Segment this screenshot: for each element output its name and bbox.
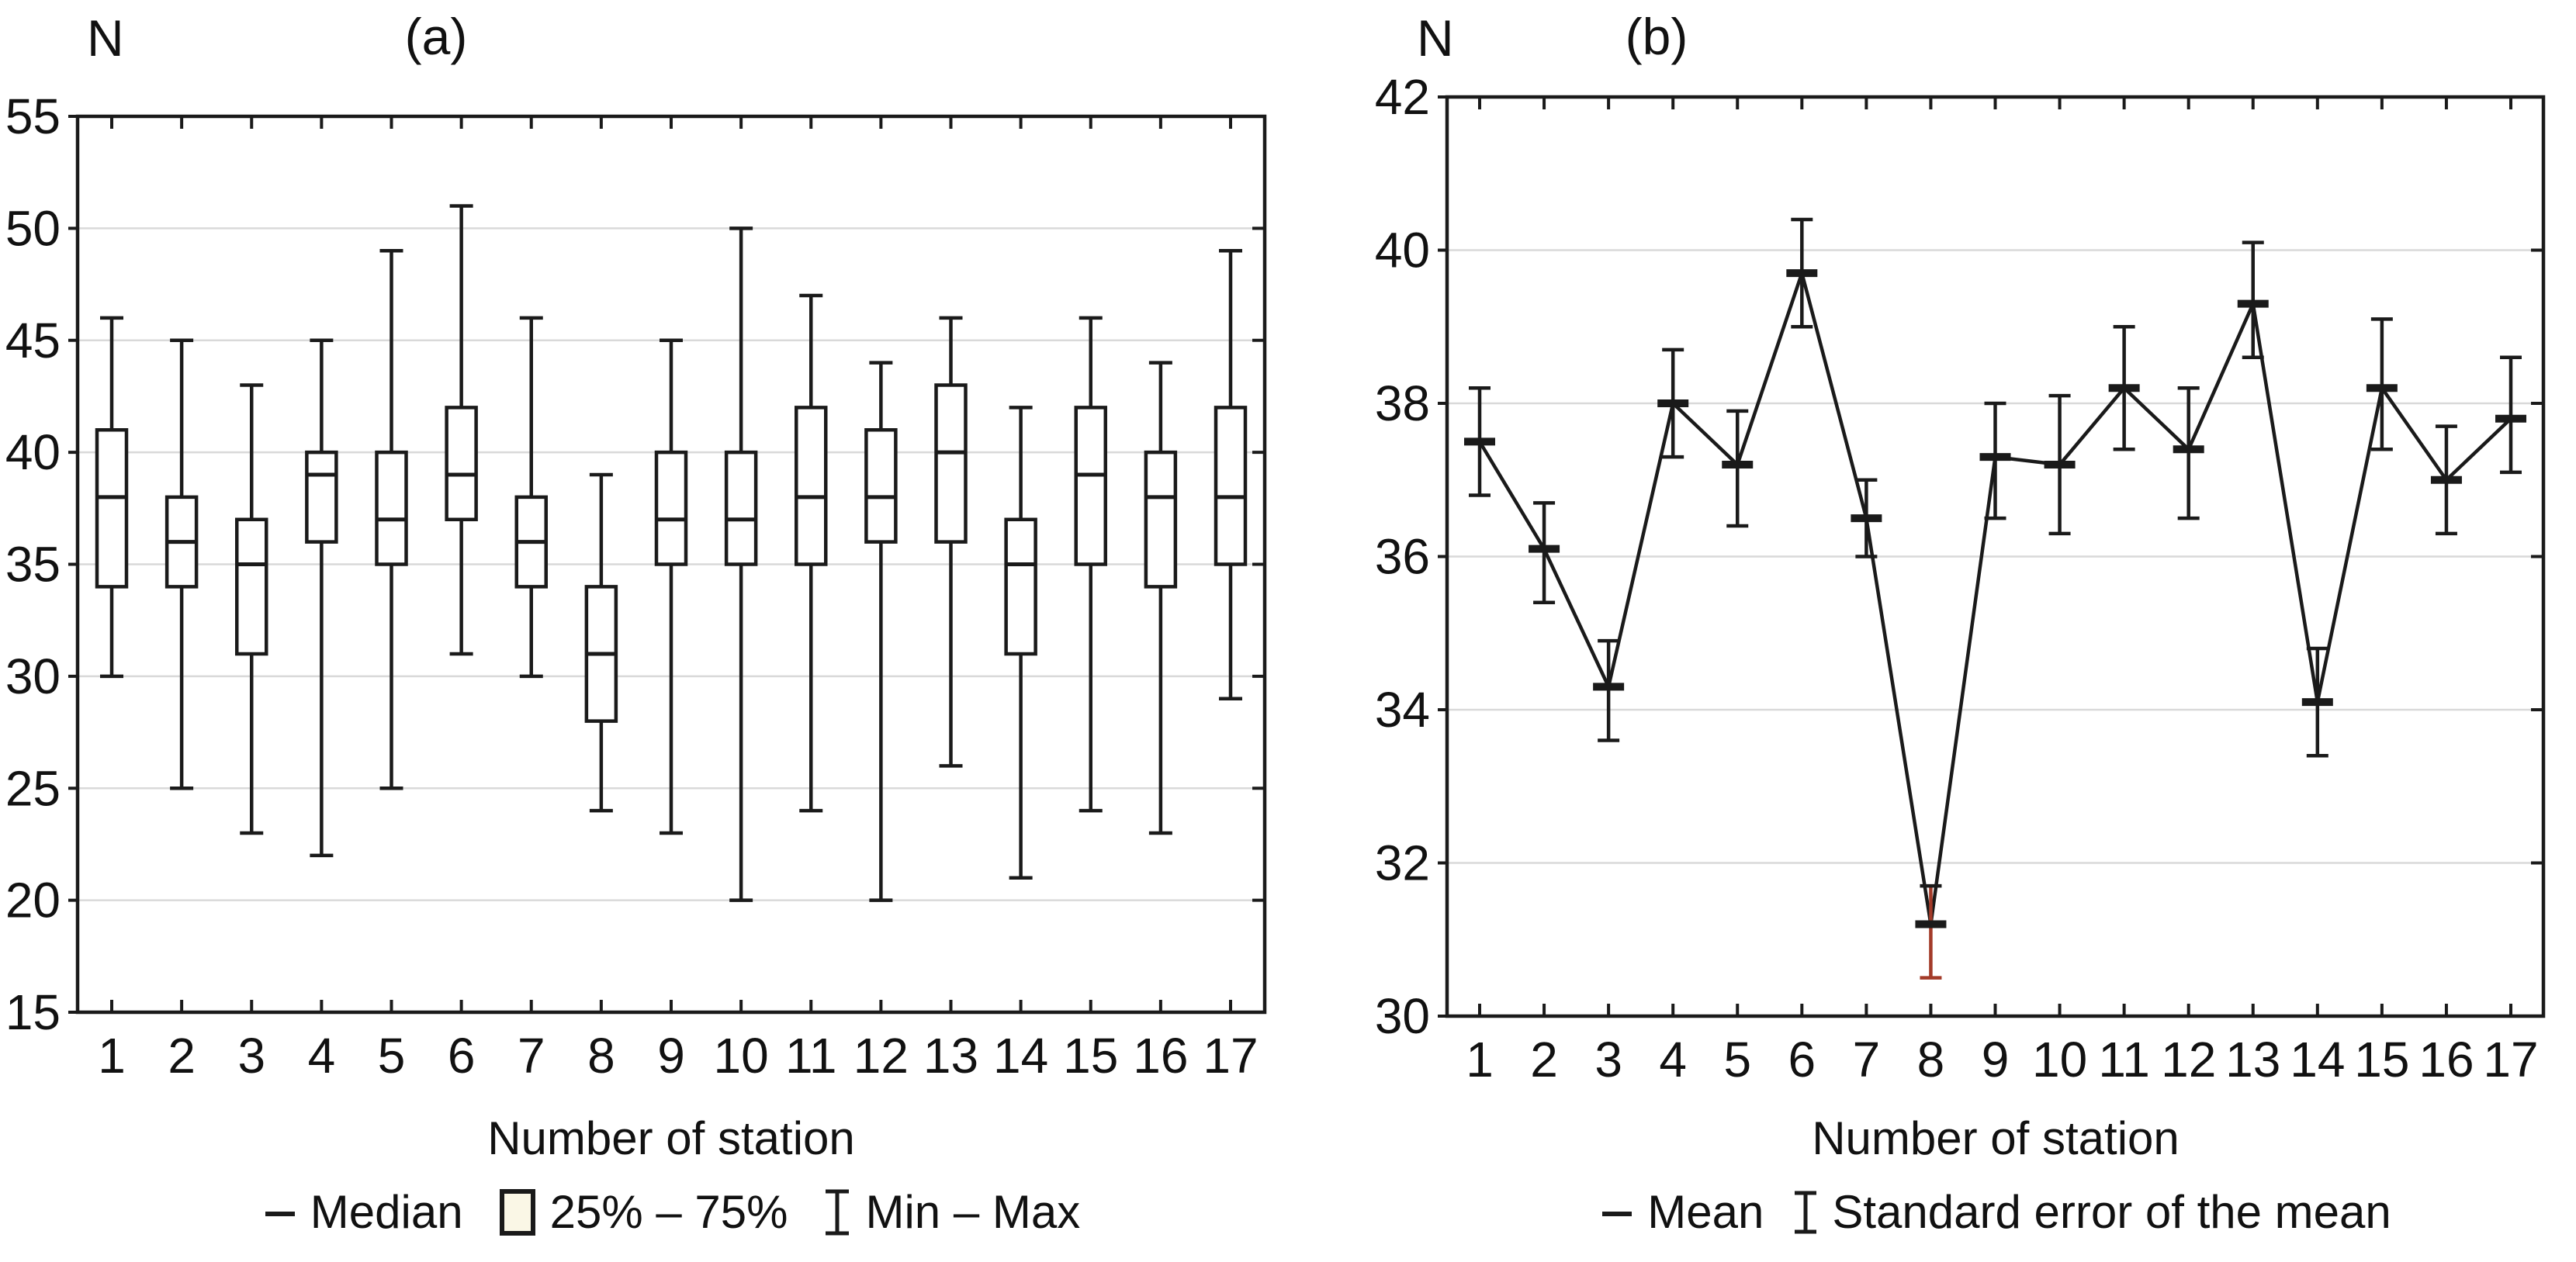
panel-a-xaxis-label: Number of station bbox=[487, 1112, 855, 1164]
iqr-box-station-4 bbox=[305, 450, 338, 544]
panel-a-y-unit-label: N bbox=[87, 9, 124, 67]
x-tick-label-a-2: 2 bbox=[168, 1028, 196, 1084]
y-tick-label-a-45: 45 bbox=[5, 313, 61, 368]
y-tick-label-b-40: 40 bbox=[1375, 223, 1430, 278]
x-tick-label-a-5: 5 bbox=[378, 1028, 406, 1084]
x-tick-label-a-11: 11 bbox=[785, 1028, 836, 1084]
x-tick-label-b-13: 13 bbox=[2225, 1032, 2280, 1087]
x-tick-label-a-13: 13 bbox=[923, 1028, 978, 1084]
x-tick-label-b-17: 17 bbox=[2483, 1032, 2538, 1087]
panel-a-title: (a) bbox=[404, 8, 468, 65]
x-tick-label-a-10: 10 bbox=[714, 1028, 769, 1084]
x-tick-label-a-1: 1 bbox=[98, 1028, 126, 1084]
iqr-box-station-14 bbox=[1004, 517, 1037, 656]
panel-a-legend: Median 25% – 75% Min – Max bbox=[78, 1185, 1265, 1239]
y-tick-label-a-40: 40 bbox=[5, 424, 61, 480]
quartile-box-icon bbox=[499, 1188, 535, 1236]
iqr-box-station-15 bbox=[1074, 406, 1107, 566]
iqr-box-station-13 bbox=[934, 383, 968, 544]
legend-item-standard-error: Standard error of the mean bbox=[1792, 1185, 2391, 1239]
x-tick-label-b-9: 9 bbox=[1982, 1032, 2010, 1087]
y-tick-label-a-20: 20 bbox=[5, 873, 61, 928]
panel-b-title: (b) bbox=[1625, 8, 1688, 65]
legend-median-label: Median bbox=[310, 1186, 463, 1238]
y-tick-label-b-42: 42 bbox=[1375, 69, 1430, 125]
x-tick-label-a-3: 3 bbox=[237, 1028, 265, 1084]
x-tick-label-b-4: 4 bbox=[1659, 1032, 1687, 1087]
panel-b-y-unit-label: N bbox=[1417, 9, 1454, 67]
y-tick-label-b-32: 32 bbox=[1375, 835, 1430, 891]
iqr-box-station-17 bbox=[1214, 406, 1248, 566]
x-tick-label-b-10: 10 bbox=[2032, 1032, 2087, 1087]
minmax-whisker-icon bbox=[826, 1189, 850, 1235]
panel-b-legend: Mean Standard error of the mean bbox=[1447, 1185, 2543, 1239]
y-tick-label-a-30: 30 bbox=[5, 648, 61, 704]
panel-b-xaxis-label: Number of station bbox=[1812, 1112, 2180, 1164]
x-tick-label-b-14: 14 bbox=[2290, 1032, 2345, 1087]
x-tick-label-b-6: 6 bbox=[1788, 1032, 1816, 1087]
x-tick-label-b-16: 16 bbox=[2418, 1032, 2474, 1087]
y-tick-label-b-38: 38 bbox=[1375, 375, 1430, 431]
legend-minmax-label: Min – Max bbox=[865, 1186, 1081, 1238]
x-tick-label-b-15: 15 bbox=[2354, 1032, 2409, 1087]
x-tick-label-a-12: 12 bbox=[853, 1028, 909, 1084]
x-tick-label-a-9: 9 bbox=[657, 1028, 685, 1084]
iqr-box-station-9 bbox=[654, 450, 688, 566]
x-tick-label-b-12: 12 bbox=[2161, 1032, 2216, 1087]
legend-mean-label: Mean bbox=[1647, 1186, 1764, 1238]
x-tick-label-a-17: 17 bbox=[1203, 1028, 1258, 1084]
iqr-box-station-6 bbox=[445, 406, 478, 521]
iqr-box-station-3 bbox=[235, 517, 268, 656]
x-tick-label-a-14: 14 bbox=[993, 1028, 1048, 1084]
mean-dash-icon bbox=[1602, 1211, 1633, 1216]
iqr-box-station-5 bbox=[375, 450, 408, 566]
x-tick-label-b-8: 8 bbox=[1917, 1032, 1945, 1087]
x-tick-label-a-7: 7 bbox=[518, 1028, 545, 1084]
legend-item-minmax: Min – Max bbox=[822, 1185, 1080, 1239]
legend-item-mean: Mean bbox=[1599, 1185, 1764, 1239]
x-tick-label-b-7: 7 bbox=[1853, 1032, 1881, 1087]
x-tick-label-b-1: 1 bbox=[1466, 1032, 1494, 1087]
legend-se-label: Standard error of the mean bbox=[1832, 1186, 2391, 1238]
iqr-box-station-10 bbox=[724, 450, 758, 566]
x-tick-label-a-16: 16 bbox=[1133, 1028, 1188, 1084]
y-tick-label-b-34: 34 bbox=[1375, 682, 1430, 738]
legend-item-median: Median bbox=[262, 1185, 463, 1239]
x-tick-label-b-5: 5 bbox=[1723, 1032, 1751, 1087]
iqr-box-station-16 bbox=[1144, 450, 1178, 589]
x-tick-label-b-3: 3 bbox=[1594, 1032, 1622, 1087]
mean-line-b bbox=[1478, 267, 2512, 925]
iqr-box-station-1 bbox=[95, 428, 129, 589]
y-tick-label-a-35: 35 bbox=[5, 537, 61, 593]
iqr-box-station-12 bbox=[864, 428, 898, 544]
y-tick-label-a-25: 25 bbox=[5, 760, 61, 816]
iqr-box-station-11 bbox=[795, 406, 828, 566]
y-tick-label-a-50: 50 bbox=[5, 200, 61, 256]
legend-item-quartile-box: 25% – 75% bbox=[497, 1185, 788, 1239]
x-tick-label-a-4: 4 bbox=[308, 1028, 336, 1084]
y-tick-label-b-30: 30 bbox=[1375, 988, 1430, 1044]
x-tick-label-b-2: 2 bbox=[1530, 1032, 1558, 1087]
x-tick-label-a-8: 8 bbox=[587, 1028, 615, 1084]
median-dash-icon bbox=[265, 1211, 295, 1216]
legend-quartile-label: 25% – 75% bbox=[549, 1186, 788, 1238]
standard-error-icon bbox=[1795, 1191, 1817, 1233]
x-tick-label-a-15: 15 bbox=[1063, 1028, 1118, 1084]
y-tick-label-b-36: 36 bbox=[1375, 529, 1430, 585]
x-tick-label-a-6: 6 bbox=[448, 1028, 476, 1084]
x-tick-label-b-11: 11 bbox=[2098, 1032, 2149, 1087]
y-tick-label-a-55: 55 bbox=[5, 88, 61, 144]
y-tick-label-a-15: 15 bbox=[5, 984, 61, 1040]
